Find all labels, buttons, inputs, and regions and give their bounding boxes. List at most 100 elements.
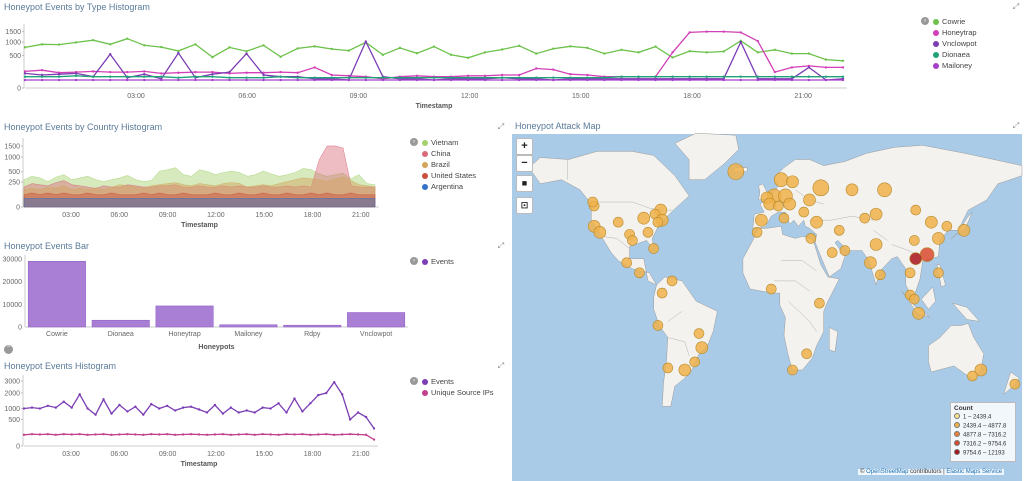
attack-marker [869, 238, 883, 251]
series-point [364, 76, 368, 79]
attack-marker [864, 256, 877, 270]
osm-link[interactable]: OpenStreetMap [866, 469, 909, 475]
legend-item[interactable]: Unique Source IPs [422, 388, 494, 398]
legend-item[interactable]: Mailoney [933, 61, 972, 71]
series-point [245, 76, 248, 79]
expand-icon[interactable]: ⤢ [1012, 2, 1020, 11]
map-legend-row: 7316.2 – 9754.6 [954, 440, 1012, 449]
series-point [705, 78, 708, 82]
series-point [279, 78, 282, 82]
series-point [23, 72, 27, 75]
legend-item[interactable]: Events [422, 257, 454, 267]
legend-toggle-icon[interactable]: › [410, 377, 418, 385]
country-border [774, 280, 810, 292]
series-point [348, 418, 352, 421]
collapse-icon[interactable]: ⌃ [4, 345, 13, 354]
legend-dot-icon [422, 258, 428, 265]
legend-toggle-icon[interactable]: › [410, 257, 418, 265]
attack-marker [869, 207, 883, 221]
expand-icon[interactable]: ⤢ [497, 361, 505, 370]
series-point [824, 75, 828, 78]
attack-marker [904, 267, 916, 279]
legend-dot-icon [954, 449, 960, 455]
series-point [211, 70, 214, 74]
series-point [102, 432, 105, 436]
map-attribution: © OpenStreetMap contributors | Elastic M… [858, 469, 1005, 475]
bar-honeytrap [155, 305, 214, 328]
legend-item[interactable]: Honeytrap [933, 28, 977, 38]
x-axis-label: Timestamp [181, 461, 218, 468]
events-bar-title: Honeypot Events Bar [4, 241, 90, 251]
legend-item[interactable]: Events [422, 377, 454, 387]
legend-toggle-icon[interactable]: › [410, 138, 418, 146]
series-point [253, 411, 256, 414]
attack-marker [786, 175, 799, 189]
series-point [126, 410, 129, 413]
series-point [150, 432, 153, 436]
attack-marker [689, 356, 701, 368]
legend-item[interactable]: Vnclowpot [933, 39, 977, 49]
expand-icon[interactable]: ⤢ [497, 241, 505, 250]
draw-shape-button[interactable]: ■ [516, 175, 533, 192]
series-point [160, 45, 163, 49]
series-point [245, 78, 248, 82]
legend-item[interactable]: Brazil [422, 160, 450, 170]
legend-item[interactable]: Dionaea [933, 50, 970, 60]
y-tick-label: 0 [17, 86, 21, 93]
series-point [569, 76, 572, 79]
series-line-events [23, 381, 375, 429]
series-point [293, 433, 296, 436]
series-point [722, 78, 725, 82]
series-point [518, 73, 521, 77]
fit-bounds-button[interactable]: ⊡ [516, 197, 533, 214]
series-point [552, 47, 555, 50]
series-point [194, 75, 197, 78]
series-point [620, 48, 623, 51]
y-tick-label: 500 [8, 169, 20, 176]
legend-label: Mailoney [942, 61, 973, 70]
series-point [205, 411, 209, 414]
series-point [483, 51, 487, 54]
legend-dot-icon [422, 389, 428, 396]
expand-icon[interactable]: ⤢ [1012, 121, 1020, 130]
series-point [158, 433, 161, 436]
series-point [213, 403, 217, 407]
legend-item[interactable]: Cowrie [933, 17, 965, 27]
series-point [126, 78, 129, 82]
x-tick-label: 09:00 [350, 93, 368, 100]
elastic-maps-link[interactable]: Elastic Maps Service [946, 469, 1003, 475]
world-map[interactable] [512, 132, 1023, 481]
y-tick-label: 1500 [4, 143, 20, 150]
legend-item[interactable]: Argentina [422, 182, 463, 192]
series-point [134, 433, 137, 436]
land [928, 323, 985, 381]
attack-marker [678, 363, 692, 377]
series-point [228, 70, 231, 74]
series-point [301, 410, 304, 413]
attack-marker [778, 212, 790, 224]
series-point [194, 78, 197, 82]
series-point [807, 75, 811, 78]
series-point [535, 52, 538, 55]
legend-item[interactable]: China [422, 149, 451, 159]
zoom-out-button[interactable]: − [516, 155, 533, 172]
series-point [347, 74, 350, 78]
events-bar-panel: Honeypot Events Bar ⤢ 0 10000 20000 30000 Co… [0, 239, 508, 357]
series-point [535, 76, 538, 79]
expand-icon[interactable]: ⤢ [497, 122, 505, 131]
attack-marker [941, 220, 953, 232]
legend-item[interactable]: Vietnam [422, 138, 458, 148]
x-tick-label: 12:00 [207, 451, 225, 458]
country-border [781, 260, 817, 272]
x-tick-label: 09:00 [159, 212, 177, 219]
legend-toggle-icon[interactable]: › [921, 17, 929, 25]
legend-item[interactable]: United States [422, 171, 476, 181]
series-point [347, 49, 350, 52]
attack-marker [798, 206, 810, 218]
series-point [57, 75, 61, 78]
map-legend-row: 1 – 2439.4 [954, 413, 1012, 422]
series-point [173, 409, 177, 412]
series-point [824, 66, 828, 69]
series-point [142, 433, 145, 436]
zoom-in-button[interactable]: + [516, 138, 533, 155]
